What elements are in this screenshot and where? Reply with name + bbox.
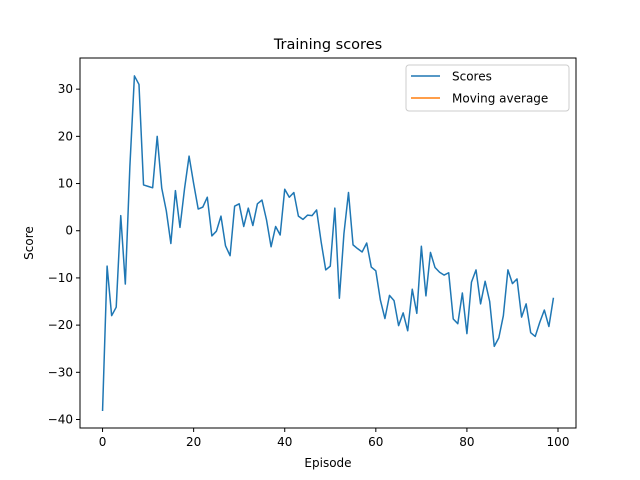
x-tick-label: 100 bbox=[547, 435, 570, 449]
y-tick-label: 20 bbox=[58, 129, 73, 143]
x-tick-label: 60 bbox=[368, 435, 383, 449]
x-tick-label: 0 bbox=[99, 435, 107, 449]
series-lines bbox=[101, 75, 555, 412]
legend-label: Scores bbox=[452, 70, 492, 84]
x-axis: 0 20 40 60 80 100 bbox=[99, 428, 570, 449]
legend: Scores Moving average bbox=[405, 64, 570, 112]
y-tick-label: −30 bbox=[48, 365, 73, 379]
y-axis: −40 −30 −20 −10 0 10 20 30 bbox=[48, 82, 80, 427]
y-tick-label: 10 bbox=[58, 177, 73, 191]
y-tick-label: −10 bbox=[48, 271, 73, 285]
x-tick-label: 40 bbox=[277, 435, 292, 449]
axes-border bbox=[79, 57, 577, 429]
plot-frame bbox=[80, 58, 576, 428]
plot-area bbox=[80, 58, 576, 428]
y-tick-label: −20 bbox=[48, 318, 73, 332]
legend-box bbox=[405, 64, 570, 112]
y-tick-label: −40 bbox=[48, 413, 73, 427]
x-tick-label: 80 bbox=[459, 435, 474, 449]
y-axis-label: Score bbox=[22, 226, 36, 260]
y-tick-label: 30 bbox=[58, 82, 73, 96]
x-tick-label: 20 bbox=[186, 435, 201, 449]
chart-title: Training scores bbox=[273, 37, 382, 53]
series-line-scores bbox=[101, 75, 555, 412]
x-axis-label: Episode bbox=[304, 456, 351, 470]
y-tick-label: 0 bbox=[65, 224, 73, 238]
legend-label: Moving average bbox=[452, 92, 548, 106]
